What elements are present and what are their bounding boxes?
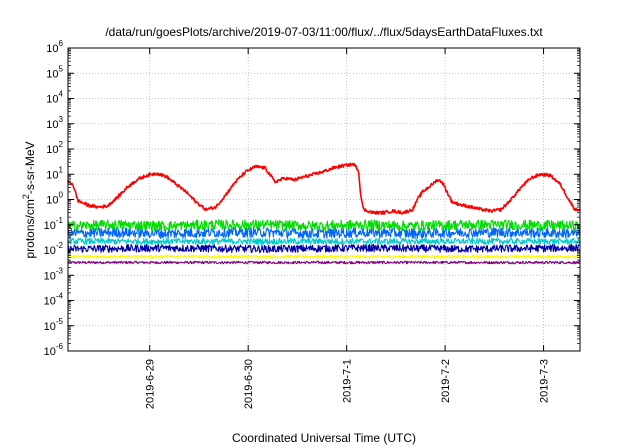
y-axis: 10-6 10-5 10-4 10-3 10-2 10-1 100 101 102 103 104 1… — [44, 39, 580, 358]
chart-title: /data/run/goesPlots/archive/2019-07-03/1… — [105, 25, 543, 39]
x-tick-label: 2019-6-30 — [243, 359, 255, 409]
y-tick-label: 101 — [46, 165, 63, 181]
x-tick-label: 2019-7-1 — [342, 359, 354, 403]
y-tick-label: 106 — [46, 39, 63, 55]
y-tick-label: 10-5 — [44, 317, 64, 333]
y-tick-label: 10-2 — [44, 241, 64, 257]
flux-series-line — [67, 219, 581, 232]
y-tick-label: 10-6 — [44, 342, 64, 358]
flux-series-line — [67, 226, 581, 240]
y-tick-label: 104 — [46, 90, 63, 106]
y-axis-title-pre: protons/cm — [23, 199, 37, 258]
y-axis-title-post: -s-sr-MeV — [23, 141, 37, 194]
y-tick-label: 103 — [46, 115, 63, 131]
y-tick-label: 10-4 — [44, 292, 64, 308]
x-tick-label: 2019-7-3 — [539, 359, 551, 403]
y-axis-title-sup: 2 — [21, 194, 31, 199]
flux-series-line — [67, 243, 581, 254]
flux-series-line — [67, 162, 581, 215]
grid-lines — [68, 48, 580, 351]
x-tick-label: 2019-7-2 — [440, 359, 452, 403]
y-axis-title: protons/cm2-s-sr-MeV — [21, 141, 37, 258]
x-axis: 2019-6-29 2019-6-30 2019-7-1 2019-7-2 2019-7… — [145, 48, 551, 409]
x-tick-label: 2019-6-29 — [145, 359, 157, 409]
y-tick-label: 102 — [46, 140, 63, 156]
flux-series-line — [67, 260, 581, 265]
y-tick-label: 100 — [46, 191, 63, 207]
y-tick-label: 105 — [46, 64, 63, 80]
y-tick-label: 10-3 — [44, 266, 64, 282]
flux-series-line — [67, 254, 581, 259]
y-tick-label: 10-1 — [44, 216, 64, 232]
plot-series — [67, 162, 581, 265]
x-axis-title: Coordinated Universal Time (UTC) — [232, 431, 416, 445]
flux-series-line — [67, 237, 581, 245]
